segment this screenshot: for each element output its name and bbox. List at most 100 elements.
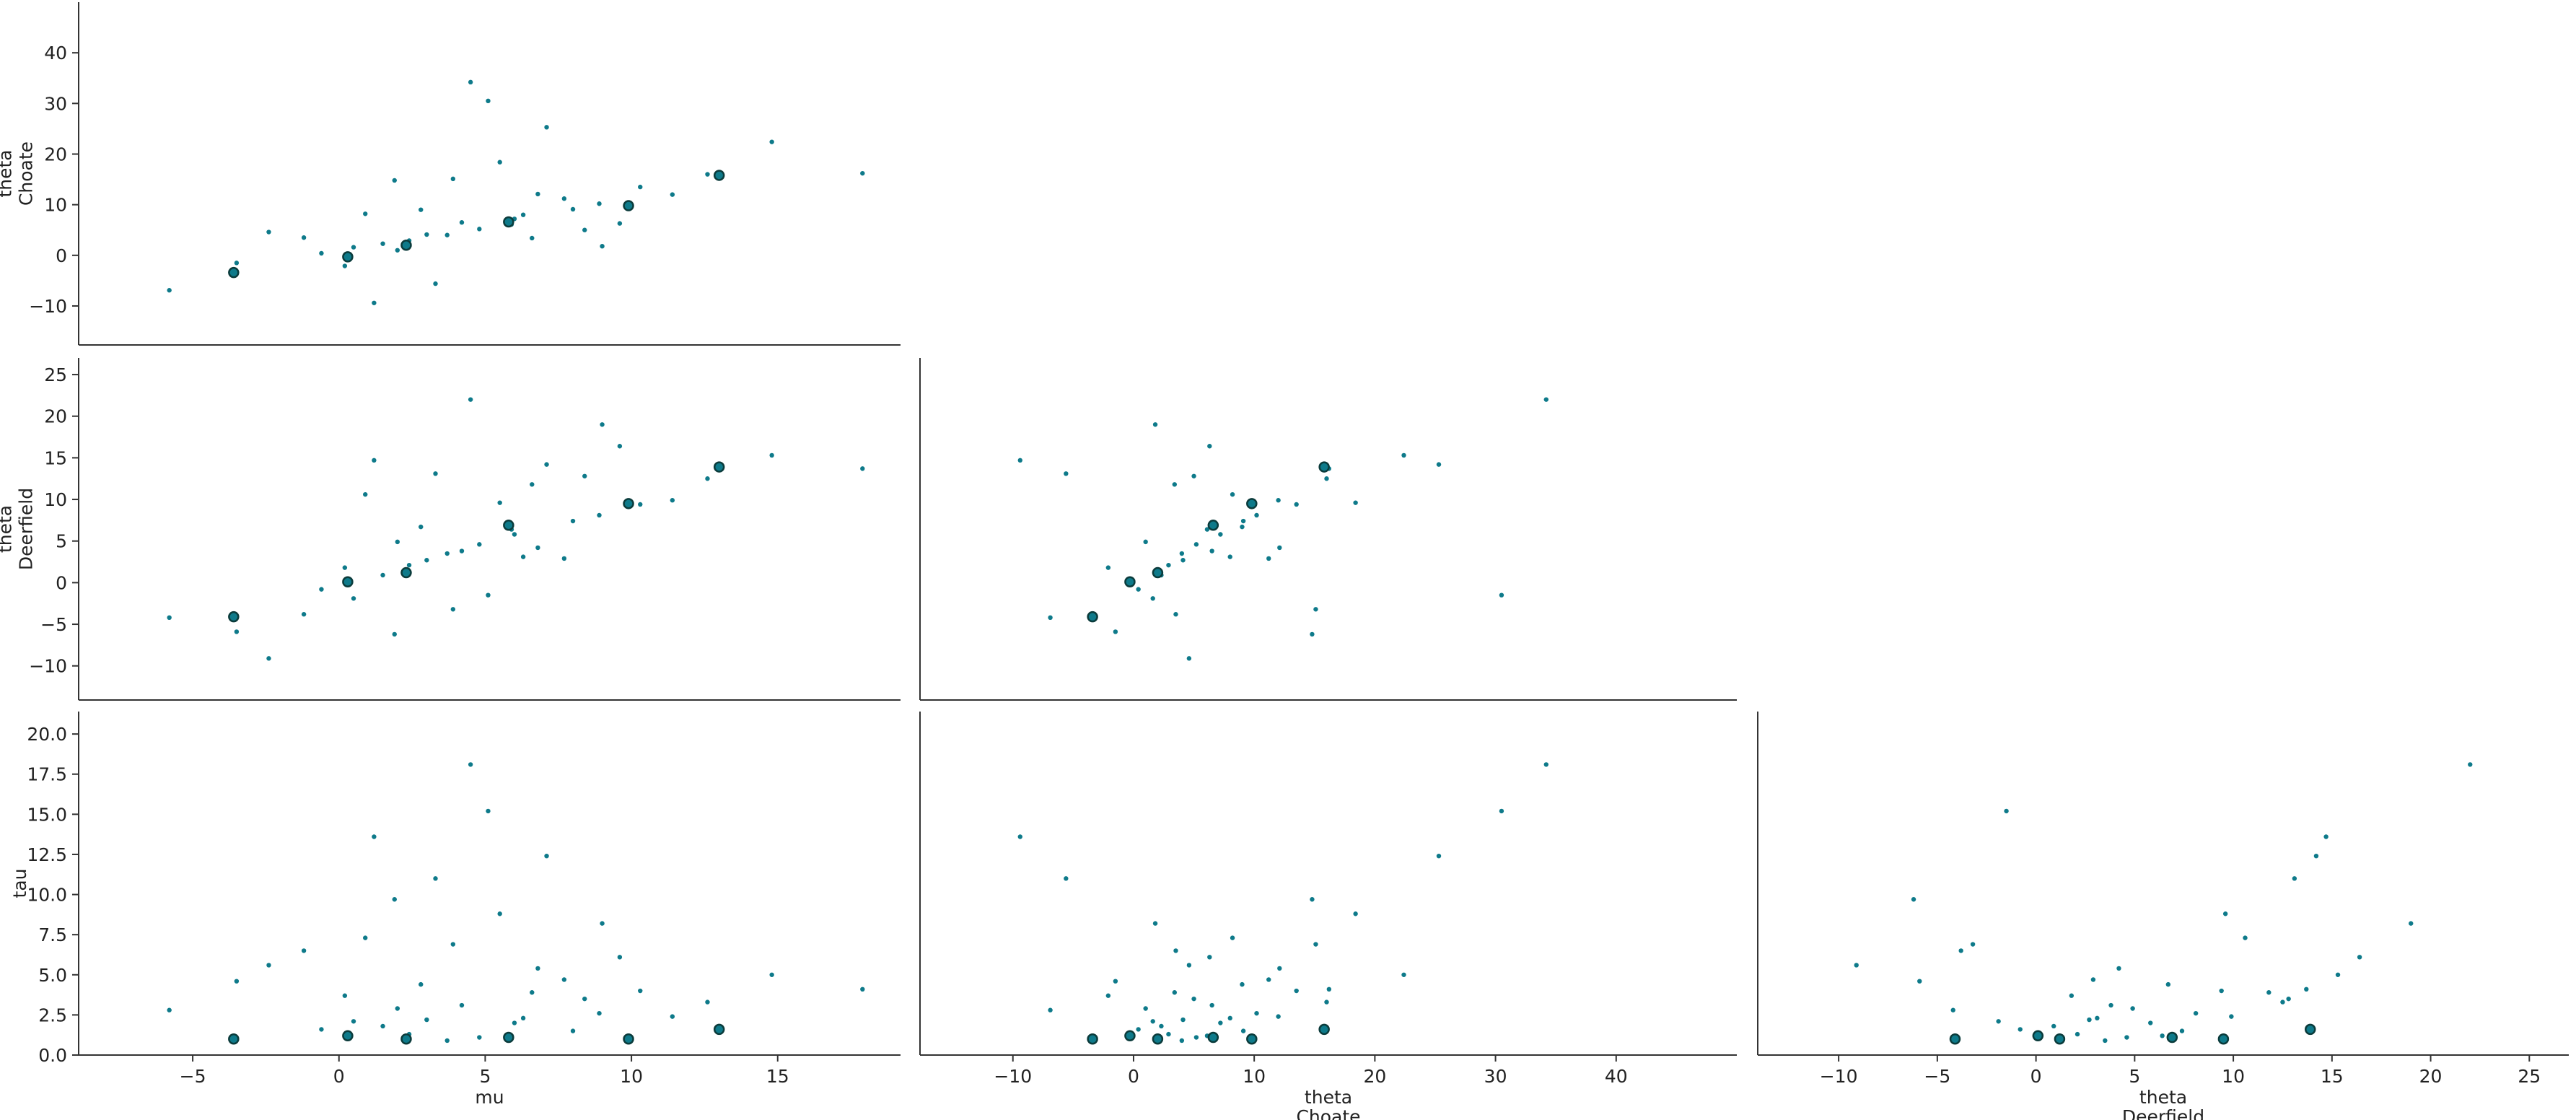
sample-point [1313,942,1318,947]
sample-point [477,227,482,232]
y-tick-label: 25 [44,364,67,385]
sample-point [2266,990,2271,995]
sample-point [705,999,710,1005]
sample-point [561,196,567,201]
sample-point [617,444,623,449]
y-axis-label: tau [9,869,30,898]
sample-point [2103,1038,2108,1044]
y-tick-label: 10 [44,195,67,216]
sample-point [1136,587,1141,592]
x-tick-label: 20 [1363,1066,1386,1087]
y-axis-label: theta [0,505,16,553]
x-tick-label: 15 [2321,1066,2344,1087]
sample-point [2286,996,2291,1002]
sample-point [1152,422,1158,427]
sample-point [2313,853,2319,859]
sample-point [512,1020,517,1025]
sample-point [424,1017,429,1023]
sample-point [1277,966,1282,971]
sample-point [497,500,502,505]
sample-point [1173,612,1178,617]
sample-point [1159,1023,1164,1029]
sample-point [1254,512,1259,518]
sample-point [1543,762,1549,767]
sample-point [561,556,567,561]
sample-point [433,471,438,476]
sample-point [2087,1017,2092,1023]
sample-point [520,212,526,217]
sample-point [301,948,307,953]
sample-point [2124,1035,2129,1040]
x-tick-label: 25 [2518,1066,2541,1087]
divergent-point [1207,1031,1219,1044]
sample-point [380,1023,385,1029]
sample-point [1105,565,1111,570]
sample-point [1324,476,1329,481]
divergent-point [503,520,514,531]
y-tick-label: 0.0 [38,1045,67,1066]
y-axis-label: theta [0,149,16,197]
divergent-point [1949,1033,1961,1045]
x-tick-label: 20 [2419,1066,2443,1087]
sample-point [351,245,356,250]
divergent-point [2054,1033,2066,1045]
y-tick-label: −5 [40,614,67,635]
y-tick-label: 5 [56,531,67,552]
x-tick-label: 10 [620,1066,643,1087]
sample-point [1917,979,1922,984]
sample-point [530,482,535,487]
sample-point [1254,1010,1259,1016]
sample-point [860,466,865,471]
divergent-point [713,1023,725,1036]
sample-point [2051,1023,2056,1029]
sample-point [600,422,605,427]
sample-point [617,955,623,960]
sample-point [342,565,348,570]
sample-point [597,201,602,206]
sample-point [1854,963,1859,968]
sample-point [705,172,710,177]
y-tick-label: 7.5 [38,924,67,945]
sample-point [1209,1002,1214,1008]
sample-point [1313,607,1318,612]
x-tick-label: −10 [1820,1066,1858,1087]
sample-point [1543,397,1549,402]
sample-point [2160,1033,2165,1038]
divergent-point [2166,1031,2178,1044]
divergent-point [2032,1030,2044,1042]
sample-point [459,548,465,554]
divergent-point [228,1033,240,1045]
divergent-point [2217,1033,2230,1045]
sample-point [670,192,675,197]
sample-point [1064,876,1069,881]
divergent-point [1207,520,1219,531]
divergent-point [1318,1023,1330,1036]
sample-point [395,539,400,545]
sample-point [597,1010,602,1016]
sample-point [392,178,397,183]
sample-point [167,288,172,293]
sample-point [2243,935,2248,940]
sample-point [1172,990,1178,995]
sample-point [424,558,429,563]
sample-point [419,207,424,212]
sample-point [319,250,324,256]
sample-point [380,572,385,578]
y-tick-label: 20.0 [27,724,67,745]
sample-point [1401,972,1406,977]
divergent-point [1318,461,1330,473]
divergent-point [1087,1033,1098,1045]
sample-point [1166,1031,1171,1037]
sample-point [459,220,465,225]
panel: 0.0 2.5 5.0 7.5 10.0 12.5 15.0 17.5 20.0 tau −5 0 5 1… [9,712,901,1108]
sample-point [234,261,240,266]
sample-point [342,263,348,268]
sample-point [670,1014,675,1019]
sample-point [301,235,307,240]
y-tick-label: 15 [44,447,67,468]
sample-point [1294,502,1299,507]
panel [919,358,1737,701]
sample-point [2116,966,2121,971]
sample-point [2075,1031,2080,1037]
